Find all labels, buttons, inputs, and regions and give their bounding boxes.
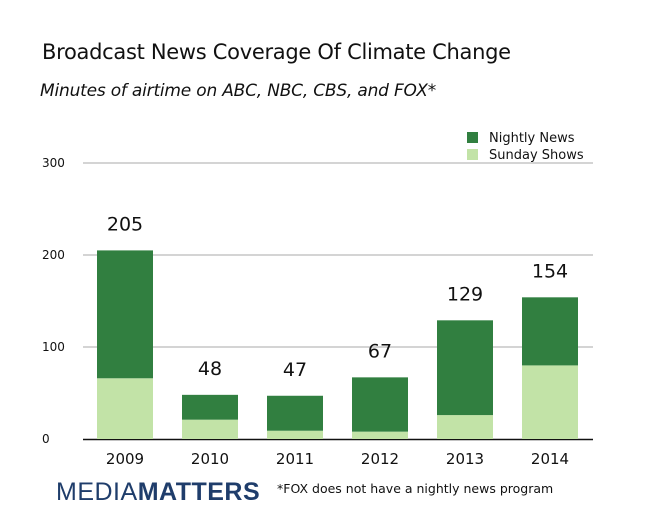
bar-2011-sunday-shows [267, 431, 323, 439]
gridlines [83, 163, 593, 440]
total-label-2013: 129 [447, 283, 483, 305]
total-label-2014: 154 [532, 260, 568, 282]
x-tick-label-2014: 2014 [531, 450, 569, 468]
bar-2009-sunday-shows [97, 378, 153, 439]
y-tick-label-200: 200 [42, 248, 65, 262]
legend-swatch-nightly-news [467, 132, 478, 143]
legend-label-sunday-shows: Sunday Shows [489, 148, 584, 163]
logo-part-media: MEDIA [56, 478, 138, 506]
x-tick-label-2011: 2011 [276, 450, 314, 468]
bars [97, 250, 578, 439]
bar-2011-nightly-news [267, 396, 323, 431]
footnote: *FOX does not have a nightly news progra… [277, 481, 553, 496]
legend-swatch-sunday-shows [467, 149, 478, 160]
total-label-2010: 48 [198, 358, 222, 380]
x-tick-label-2010: 2010 [191, 450, 229, 468]
bar-2010-sunday-shows [182, 420, 238, 439]
x-tick-labels: 2009 2010 2011 2012 2013 2014 [106, 450, 569, 468]
x-tick-label-2012: 2012 [361, 450, 399, 468]
legend-label-nightly-news: Nightly News [489, 131, 575, 146]
mediamatters-logo: MEDIAMATTERS [56, 478, 260, 507]
total-label-2012: 67 [368, 340, 392, 362]
x-tick-label-2013: 2013 [446, 450, 484, 468]
y-tick-label-300: 300 [42, 156, 65, 170]
bar-2013-nightly-news [437, 320, 493, 415]
bar-2014-nightly-news [522, 297, 578, 365]
bar-2009-nightly-news [97, 250, 153, 378]
total-label-2009: 205 [107, 213, 143, 235]
y-tick-labels: 0 100 200 300 [42, 156, 65, 446]
x-tick-label-2009: 2009 [106, 450, 144, 468]
bar-2012-sunday-shows [352, 432, 408, 439]
y-tick-label-0: 0 [42, 432, 50, 446]
legend: Nightly News Sunday Shows [467, 131, 584, 163]
bar-2012-nightly-news [352, 377, 408, 431]
logo-part-matters: MATTERS [138, 478, 260, 506]
bar-2010-nightly-news [182, 395, 238, 420]
bar-2013-sunday-shows [437, 415, 493, 439]
y-tick-label-100: 100 [42, 340, 65, 354]
total-label-2011: 47 [283, 359, 307, 381]
total-labels: 205 48 47 67 129 154 [107, 213, 568, 380]
bar-2014-sunday-shows [522, 365, 578, 439]
